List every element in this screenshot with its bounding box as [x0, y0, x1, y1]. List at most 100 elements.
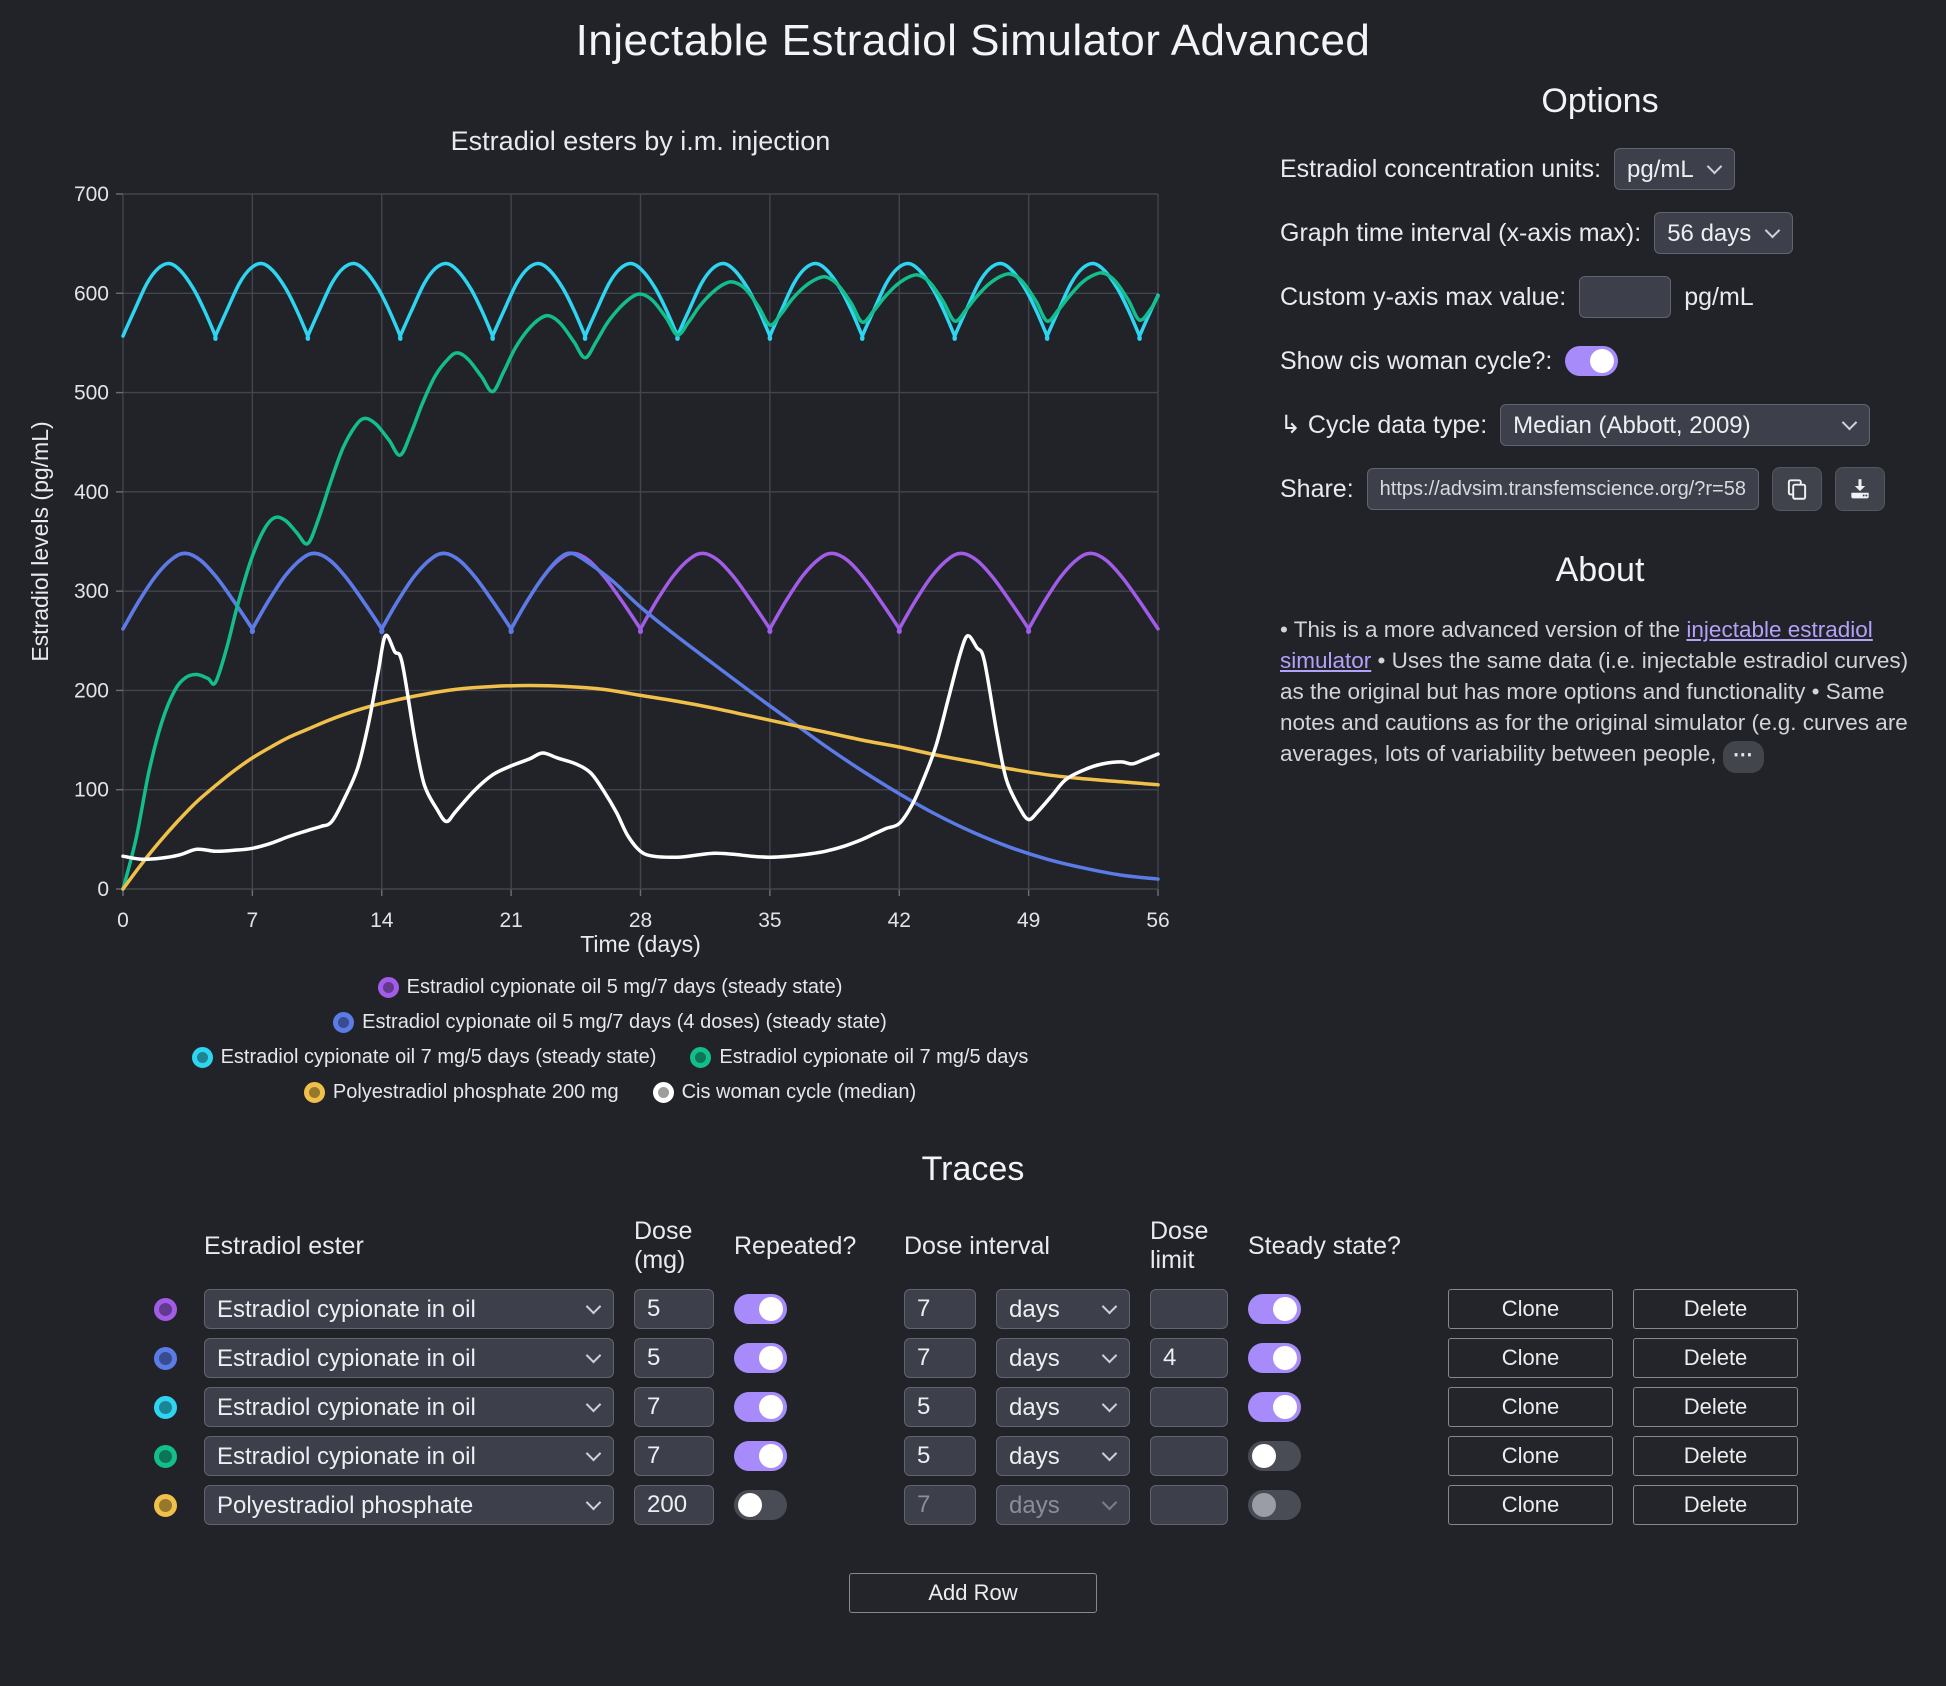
interval-unit-select-wrap: days	[996, 1338, 1130, 1378]
traces-rows: Estradiol cypionate in oil days Clone Delet…	[148, 1289, 1798, 1525]
ester-select[interactable]: Estradiol cypionate in oil	[204, 1338, 614, 1378]
legend-marker-icon	[333, 1012, 355, 1033]
download-button[interactable]	[1834, 467, 1885, 511]
trace-color-dot	[154, 1493, 177, 1517]
dose-input[interactable]	[634, 1436, 714, 1476]
x-axis-title: Time (days)	[580, 931, 701, 957]
x-tick-label: 42	[888, 909, 911, 932]
repeated-toggle[interactable]	[734, 1441, 787, 1471]
repeated-toggle[interactable]	[734, 1343, 787, 1373]
ester-select[interactable]: Estradiol cypionate in oil	[204, 1387, 614, 1427]
toggle-knob	[1273, 1297, 1297, 1321]
dose-interval-input[interactable]	[904, 1387, 976, 1427]
ester-select-wrap: Estradiol cypionate in oil	[204, 1289, 614, 1329]
dose-interval-input[interactable]	[904, 1338, 976, 1378]
traces-heading: Traces	[921, 1150, 1025, 1188]
dose-limit-input[interactable]	[1150, 1289, 1228, 1329]
cycle-data-type-select[interactable]: Median (Abbott, 2009)	[1500, 404, 1871, 446]
time-interval-select-wrap: 56 days	[1654, 212, 1794, 254]
legend-label: Cis woman cycle (median)	[681, 1081, 917, 1103]
dose-limit-input[interactable]	[1150, 1436, 1228, 1476]
interval-unit-select-wrap: days	[996, 1436, 1130, 1476]
series-curve	[121, 551, 1160, 881]
legend-label: Estradiol cypionate oil 7 mg/5 days	[719, 1046, 1029, 1068]
toggle-knob	[759, 1297, 783, 1321]
ester-select[interactable]: Polyestradiol phosphate	[204, 1485, 614, 1525]
clone-button[interactable]: Clone	[1448, 1338, 1613, 1378]
repeated-toggle[interactable]	[734, 1294, 787, 1324]
series-curve	[121, 683, 1160, 891]
legend-item[interactable]: Polyestradiol phosphate 200 mg	[303, 1081, 619, 1104]
legend-item[interactable]: Estradiol cypionate oil 7 mg/5 days	[690, 1046, 1028, 1069]
interval-unit-select[interactable]: days	[996, 1289, 1130, 1329]
cis-cycle-toggle[interactable]	[1565, 346, 1619, 376]
clone-button[interactable]: Clone	[1448, 1289, 1613, 1329]
ester-select[interactable]: Estradiol cypionate in oil	[204, 1436, 614, 1476]
legend-item[interactable]: Estradiol cypionate oil 7 mg/5 days (ste…	[191, 1046, 657, 1069]
delete-button[interactable]: Delete	[1633, 1485, 1798, 1525]
dose-input[interactable]	[634, 1289, 714, 1329]
share-label: Share:	[1280, 474, 1354, 503]
dose-limit-input[interactable]	[1150, 1387, 1228, 1427]
legend-marker-icon	[377, 977, 399, 998]
steady-state-toggle[interactable]	[1248, 1490, 1301, 1520]
dose-interval-input[interactable]	[904, 1485, 976, 1525]
toggle-knob	[759, 1346, 783, 1370]
legend-row: Estradiol cypionate oil 5 mg/7 days (ste…	[0, 976, 1220, 999]
delete-button[interactable]: Delete	[1633, 1338, 1798, 1378]
repeated-toggle[interactable]	[734, 1490, 787, 1520]
ester-select-wrap: Estradiol cypionate in oil	[204, 1387, 614, 1427]
steady-state-toggle[interactable]	[1248, 1343, 1301, 1373]
col-repeated: Repeated?	[734, 1231, 857, 1260]
page-title: Injectable Estradiol Simulator Advanced	[575, 16, 1371, 65]
add-row-button[interactable]: Add Row	[849, 1573, 1097, 1613]
repeated-toggle[interactable]	[734, 1392, 787, 1422]
dose-interval-input[interactable]	[904, 1436, 976, 1476]
trace-color-dot	[154, 1444, 177, 1468]
dose-input[interactable]	[634, 1387, 714, 1427]
about-link[interactable]: injectable estradiol simulator	[1280, 617, 1873, 674]
legend-item[interactable]: Estradiol cypionate oil 5 mg/7 days (ste…	[377, 976, 843, 999]
copy-link-button[interactable]	[1771, 467, 1822, 511]
legend-item[interactable]: Estradiol cypionate oil 5 mg/7 days (4 d…	[333, 1011, 887, 1034]
ymax-label: Custom y-axis max value:	[1280, 282, 1567, 311]
delete-button[interactable]: Delete	[1633, 1387, 1798, 1427]
interval-unit-select[interactable]: days	[996, 1485, 1130, 1525]
dose-interval-input[interactable]	[904, 1289, 976, 1329]
estradiol-chart: Estradiol esters by i.m. injection 0 7 14 21…	[27, 126, 1170, 957]
x-tick-label: 7	[247, 909, 259, 932]
interval-unit-select[interactable]: days	[996, 1338, 1130, 1378]
steady-state-toggle[interactable]	[1248, 1294, 1301, 1324]
clone-button[interactable]: Clone	[1448, 1387, 1613, 1427]
delete-button[interactable]: Delete	[1633, 1289, 1798, 1329]
toggle-knob	[1273, 1346, 1297, 1370]
share-url-input[interactable]	[1366, 468, 1759, 510]
dose-limit-input[interactable]	[1150, 1485, 1228, 1525]
dose-input[interactable]	[634, 1338, 714, 1378]
x-tick-label: 14	[370, 909, 394, 932]
interval-unit-select[interactable]: days	[996, 1387, 1130, 1427]
col-steady-state: Steady state?	[1248, 1231, 1401, 1260]
time-interval-select[interactable]: 56 days	[1654, 212, 1794, 254]
steady-state-toggle[interactable]	[1248, 1441, 1301, 1471]
steady-state-toggle[interactable]	[1248, 1392, 1301, 1422]
expand-more-button[interactable]: ⋯	[1722, 741, 1764, 773]
dose-input[interactable]	[634, 1485, 714, 1525]
ymax-input[interactable]	[1579, 276, 1672, 318]
clone-button[interactable]: Clone	[1448, 1485, 1613, 1525]
delete-button[interactable]: Delete	[1633, 1436, 1798, 1476]
chart-title: Estradiol esters by i.m. injection	[451, 126, 831, 156]
clone-button[interactable]: Clone	[1448, 1436, 1613, 1476]
dose-limit-input[interactable]	[1150, 1338, 1228, 1378]
units-select[interactable]: pg/mL	[1614, 148, 1736, 190]
interval-unit-select[interactable]: days	[996, 1436, 1130, 1476]
chart-legend: Estradiol cypionate oil 5 mg/7 days (ste…	[0, 976, 1220, 1104]
about-text: • Uses the same data (i.e. injectable es…	[1280, 648, 1909, 767]
toggle-knob	[1590, 349, 1615, 373]
ester-select[interactable]: Estradiol cypionate in oil	[204, 1289, 614, 1329]
legend-label: Estradiol cypionate oil 5 mg/7 days (ste…	[406, 976, 843, 998]
legend-item[interactable]: Cis woman cycle (median)	[652, 1081, 917, 1104]
legend-label: Estradiol cypionate oil 7 mg/5 days (ste…	[220, 1046, 657, 1068]
x-tick-label: 35	[758, 909, 781, 932]
simulator-page: Injectable Estradiol Simulator Advanced …	[0, 0, 1946, 1613]
